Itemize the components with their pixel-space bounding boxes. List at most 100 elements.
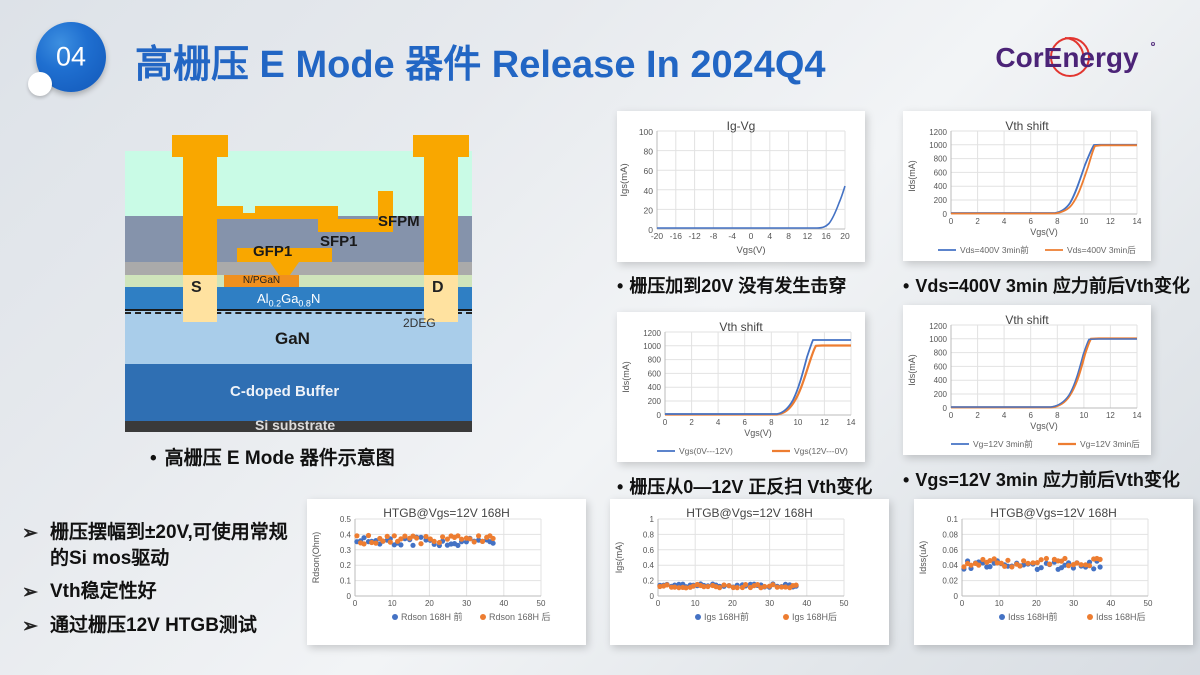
svg-text:-4: -4 bbox=[728, 231, 736, 241]
svg-text:4: 4 bbox=[716, 418, 721, 427]
svg-text:Vds=400V 3min前: Vds=400V 3min前 bbox=[960, 245, 1029, 255]
svg-text:Igs(mA): Igs(mA) bbox=[619, 163, 630, 196]
svg-text:Ids(mA): Ids(mA) bbox=[907, 160, 917, 192]
svg-text:1000: 1000 bbox=[929, 141, 947, 150]
svg-text:0.1: 0.1 bbox=[340, 577, 352, 586]
svg-text:12: 12 bbox=[803, 231, 813, 241]
svg-text:Vgs(V): Vgs(V) bbox=[736, 245, 765, 256]
svg-text:14: 14 bbox=[847, 418, 856, 427]
svg-text:600: 600 bbox=[934, 168, 948, 177]
svg-text:20: 20 bbox=[840, 231, 850, 241]
svg-text:Ids(mA): Ids(mA) bbox=[621, 361, 631, 393]
svg-text:8: 8 bbox=[786, 231, 791, 241]
svg-text:0.2: 0.2 bbox=[643, 577, 655, 586]
svg-text:50: 50 bbox=[1144, 599, 1153, 608]
svg-text:Igs(mA): Igs(mA) bbox=[614, 542, 624, 574]
svg-text:14: 14 bbox=[1133, 217, 1142, 226]
svg-text:-12: -12 bbox=[688, 231, 701, 241]
svg-text:Ids(mA): Ids(mA) bbox=[907, 354, 917, 386]
svg-text:1000: 1000 bbox=[929, 335, 947, 344]
svg-text:0: 0 bbox=[749, 231, 754, 241]
svg-text:2: 2 bbox=[689, 418, 694, 427]
svg-text:600: 600 bbox=[648, 369, 662, 378]
svg-text:8: 8 bbox=[769, 418, 774, 427]
svg-text:20: 20 bbox=[728, 599, 737, 608]
svg-text:0.02: 0.02 bbox=[942, 577, 958, 586]
svg-text:4: 4 bbox=[1002, 411, 1007, 420]
svg-text:0.2: 0.2 bbox=[340, 561, 352, 570]
svg-text:0.4: 0.4 bbox=[340, 530, 352, 539]
svg-text:40: 40 bbox=[802, 599, 811, 608]
svg-text:0.08: 0.08 bbox=[942, 530, 958, 539]
svg-text:Rdson 168H 后: Rdson 168H 后 bbox=[489, 612, 551, 622]
svg-text:0: 0 bbox=[943, 210, 948, 219]
svg-text:600: 600 bbox=[934, 362, 948, 371]
svg-text:6: 6 bbox=[1028, 411, 1033, 420]
svg-text:Vg=12V 3min前: Vg=12V 3min前 bbox=[973, 439, 1033, 449]
svg-text:12: 12 bbox=[1106, 411, 1115, 420]
svg-text:Vgs(V): Vgs(V) bbox=[1030, 421, 1058, 431]
svg-text:8: 8 bbox=[1055, 411, 1060, 420]
svg-text:80: 80 bbox=[644, 147, 654, 157]
svg-text:0: 0 bbox=[943, 404, 948, 413]
svg-text:0: 0 bbox=[650, 592, 655, 601]
svg-text:Rdson 168H 前: Rdson 168H 前 bbox=[401, 611, 463, 622]
svg-text:50: 50 bbox=[840, 599, 849, 608]
svg-text:Vg=12V 3min后: Vg=12V 3min后 bbox=[1080, 439, 1140, 449]
svg-text:10: 10 bbox=[995, 599, 1004, 608]
svg-text:6: 6 bbox=[1028, 217, 1033, 226]
svg-text:12: 12 bbox=[1106, 217, 1115, 226]
svg-text:20: 20 bbox=[1032, 599, 1041, 608]
svg-text:Vgs(V): Vgs(V) bbox=[1030, 227, 1058, 237]
svg-text:0.04: 0.04 bbox=[942, 561, 958, 570]
svg-text:10: 10 bbox=[388, 599, 397, 608]
svg-text:0.3: 0.3 bbox=[340, 546, 352, 555]
svg-text:0: 0 bbox=[663, 418, 668, 427]
svg-text:200: 200 bbox=[934, 196, 948, 205]
svg-text:0: 0 bbox=[353, 599, 358, 608]
svg-text:10: 10 bbox=[691, 599, 700, 608]
svg-text:10: 10 bbox=[793, 418, 802, 427]
svg-text:400: 400 bbox=[648, 383, 662, 392]
svg-text:10: 10 bbox=[1079, 411, 1088, 420]
svg-text:Vgs(12V---0V): Vgs(12V---0V) bbox=[794, 446, 848, 456]
svg-text:20: 20 bbox=[425, 599, 434, 608]
svg-text:0.8: 0.8 bbox=[643, 530, 655, 539]
svg-text:Igs 168H前: Igs 168H前 bbox=[704, 611, 749, 622]
svg-text:0: 0 bbox=[347, 592, 352, 601]
svg-text:12: 12 bbox=[820, 418, 829, 427]
svg-text:0.6: 0.6 bbox=[643, 546, 655, 555]
svg-text:Idss 168H后: Idss 168H后 bbox=[1096, 612, 1146, 622]
svg-text:Idss(uA): Idss(uA) bbox=[918, 541, 928, 575]
svg-text:0: 0 bbox=[656, 599, 661, 608]
svg-text:Igs 168H后: Igs 168H后 bbox=[792, 612, 837, 622]
svg-text:CorEnergy: CorEnergy bbox=[995, 42, 1139, 73]
svg-text:40: 40 bbox=[1106, 599, 1115, 608]
svg-text:30: 30 bbox=[765, 599, 774, 608]
svg-text:0: 0 bbox=[954, 592, 959, 601]
svg-text:8: 8 bbox=[1055, 217, 1060, 226]
svg-text:0: 0 bbox=[657, 411, 662, 420]
svg-text:2: 2 bbox=[975, 217, 980, 226]
svg-text:Rdson(Ohm): Rdson(Ohm) bbox=[311, 532, 321, 584]
svg-text:800: 800 bbox=[934, 155, 948, 164]
svg-text:30: 30 bbox=[1069, 599, 1078, 608]
svg-text:40: 40 bbox=[644, 186, 654, 196]
svg-text:-8: -8 bbox=[710, 231, 718, 241]
svg-text:14: 14 bbox=[1133, 411, 1142, 420]
svg-text:0.4: 0.4 bbox=[643, 561, 655, 570]
svg-text:40: 40 bbox=[499, 599, 508, 608]
svg-text:Vds=400V 3min后: Vds=400V 3min后 bbox=[1067, 245, 1136, 255]
svg-text:0: 0 bbox=[949, 411, 954, 420]
svg-text:0: 0 bbox=[949, 217, 954, 226]
svg-text:50: 50 bbox=[537, 599, 546, 608]
svg-text:200: 200 bbox=[934, 390, 948, 399]
svg-text:20: 20 bbox=[644, 205, 654, 215]
svg-text:0.06: 0.06 bbox=[942, 546, 958, 555]
svg-text:1000: 1000 bbox=[643, 342, 661, 351]
svg-text:800: 800 bbox=[934, 349, 948, 358]
svg-text:-20: -20 bbox=[651, 231, 664, 241]
svg-text:0: 0 bbox=[960, 599, 965, 608]
svg-text:30: 30 bbox=[462, 599, 471, 608]
svg-text:4: 4 bbox=[767, 231, 772, 241]
